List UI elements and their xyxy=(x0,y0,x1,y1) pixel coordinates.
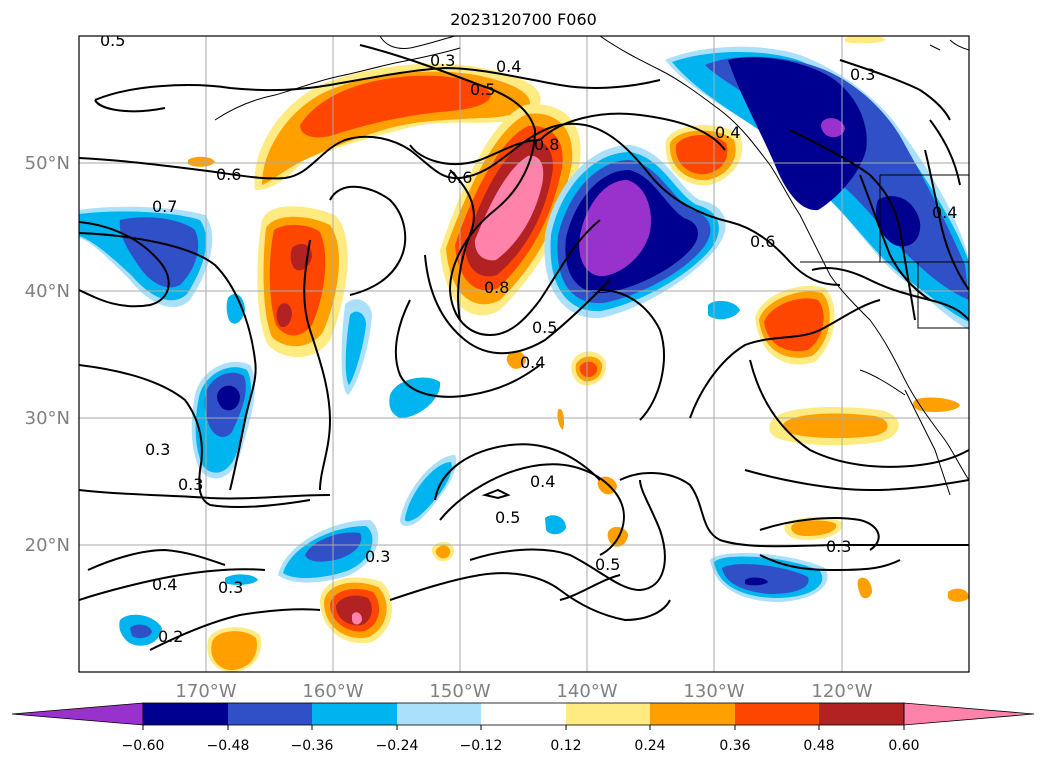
contour-label: 0.3 xyxy=(145,440,170,459)
lon-label-150w: 150°W xyxy=(429,681,490,702)
positive-anomaly-small xyxy=(506,350,526,369)
contour-label: 0.8 xyxy=(534,135,559,154)
contour-label: 0.4 xyxy=(932,203,957,222)
colorbar-frame xyxy=(142,702,905,726)
figure-title: 2023120700 F060 xyxy=(450,10,597,29)
negative-anomaly-small xyxy=(708,300,740,320)
colorbar-segment xyxy=(397,703,481,725)
lon-label-120w: 120°W xyxy=(811,681,872,702)
longitude-labels: 170°W 160°W 150°W 140°W 130°W 120°W xyxy=(175,681,872,702)
colorbar-tick-label: 0.24 xyxy=(634,738,665,754)
negative-anomaly-15n xyxy=(722,564,809,594)
colorbar-tick-label: 0.60 xyxy=(888,738,919,754)
colorbar-tick-label: −0.36 xyxy=(291,738,334,754)
contour-label: 0.7 xyxy=(152,197,177,216)
colorbar-segment xyxy=(650,703,735,725)
colorbar-segment xyxy=(819,703,904,725)
negative-anomaly-15n xyxy=(745,577,768,586)
positive-anomaly-small xyxy=(579,361,598,378)
contour-label: 0.3 xyxy=(218,578,243,597)
positive-anomaly-north xyxy=(254,63,541,191)
colorbar-segment xyxy=(228,703,312,725)
contour-lines xyxy=(79,44,969,651)
contour-label: 0.2 xyxy=(158,627,183,646)
contour-label: 0.5 xyxy=(100,31,125,50)
negative-anomaly-small xyxy=(345,311,366,385)
lat-label-30n: 30°N xyxy=(25,408,70,429)
colorbar-segment xyxy=(312,703,397,725)
contour-label: 0.4 xyxy=(520,353,545,372)
negative-anomaly-small xyxy=(130,624,152,639)
negative-anomaly-west xyxy=(79,206,213,308)
negative-anomaly-small xyxy=(545,515,566,535)
colorbar-tick-label: −0.12 xyxy=(460,738,503,754)
positive-anomaly-baja xyxy=(782,413,888,439)
positive-anomaly-small xyxy=(845,36,886,44)
positive-anomaly-small xyxy=(857,577,872,599)
contour-label: 0.3 xyxy=(826,537,851,556)
positive-anomaly-ridge xyxy=(440,104,581,316)
lon-label-130w: 130°W xyxy=(683,681,744,702)
positive-anomaly-165w xyxy=(257,206,348,358)
positive-anomaly-small xyxy=(557,408,565,430)
lat-label-50n: 50°N xyxy=(25,153,70,174)
positive-anomaly-small xyxy=(791,520,837,536)
contour-label: 0.3 xyxy=(430,51,455,70)
contour-label: 0.6 xyxy=(447,168,472,187)
contour-label: 0.6 xyxy=(216,165,241,184)
contour-labels: 0.5 0.4 0.3 0.5 0.6 0.6 0.7 0.3 0.3 0.4 … xyxy=(100,31,957,646)
colorbar-segment xyxy=(481,703,566,725)
negative-anomaly-small xyxy=(389,377,441,418)
contour-label: 0.5 xyxy=(595,555,620,574)
colorbar-segment xyxy=(735,703,819,725)
negative-anomaly-small xyxy=(226,294,245,324)
positive-anomaly-small xyxy=(435,545,451,559)
colorbar-tick-label: −0.24 xyxy=(376,738,419,754)
lon-label-170w: 170°W xyxy=(175,681,236,702)
colorbar-extend-high xyxy=(903,702,1035,726)
contour-label: 0.5 xyxy=(532,318,557,337)
negative-anomaly-small xyxy=(404,462,452,522)
contour-label: 0.4 xyxy=(152,575,177,594)
contour-label: 0.4 xyxy=(715,123,740,142)
negative-anomaly-175w xyxy=(217,385,240,411)
positive-anomaly-small xyxy=(948,588,969,602)
negative-anomaly-small xyxy=(225,574,258,585)
colorbar-tick-label: −0.60 xyxy=(122,738,165,754)
contour-label: 0.4 xyxy=(496,57,521,76)
contour-label: 0.5 xyxy=(470,80,495,99)
contour-label: 0.6 xyxy=(750,232,775,251)
colorbar-extend-low xyxy=(11,702,144,726)
contour-label: 0.8 xyxy=(484,278,509,297)
positive-anomaly-mexico xyxy=(913,397,960,413)
lat-label-40n: 40°N xyxy=(25,281,70,302)
colorbar-tick-label: 0.36 xyxy=(719,738,750,754)
colorbar-segment xyxy=(566,703,650,725)
coastlines xyxy=(214,36,969,496)
contour-label: 0.3 xyxy=(365,547,390,566)
contour-label: 0.4 xyxy=(530,472,555,491)
lon-label-140w: 140°W xyxy=(556,681,617,702)
map-plot: 0.5 0.4 0.3 0.5 0.6 0.6 0.7 0.3 0.3 0.4 … xyxy=(79,31,969,672)
contour-label: 0.3 xyxy=(850,65,875,84)
map-frame xyxy=(78,35,970,673)
lon-label-160w: 160°W xyxy=(302,681,363,702)
lat-label-20n: 20°N xyxy=(25,535,70,556)
latitude-labels: 50°N 40°N 30°N 20°N xyxy=(25,153,70,556)
contour-label: 0.5 xyxy=(495,508,520,527)
positive-anomaly-hawaii xyxy=(320,577,393,644)
colorbar-tick-label: 0.48 xyxy=(803,738,834,754)
shaded-anomaly-field xyxy=(79,36,969,672)
colorbar-segment xyxy=(143,703,228,725)
positive-anomaly-south xyxy=(211,631,257,670)
positive-anomaly-small xyxy=(188,156,215,167)
contour-label: 0.3 xyxy=(178,475,203,494)
colorbar-tick-label: −0.48 xyxy=(207,738,250,754)
colorbar: −0.60 −0.48 −0.36 −0.24 −0.12 0.12 0.24 … xyxy=(11,702,1035,754)
colorbar-tick-label: 0.12 xyxy=(550,738,581,754)
